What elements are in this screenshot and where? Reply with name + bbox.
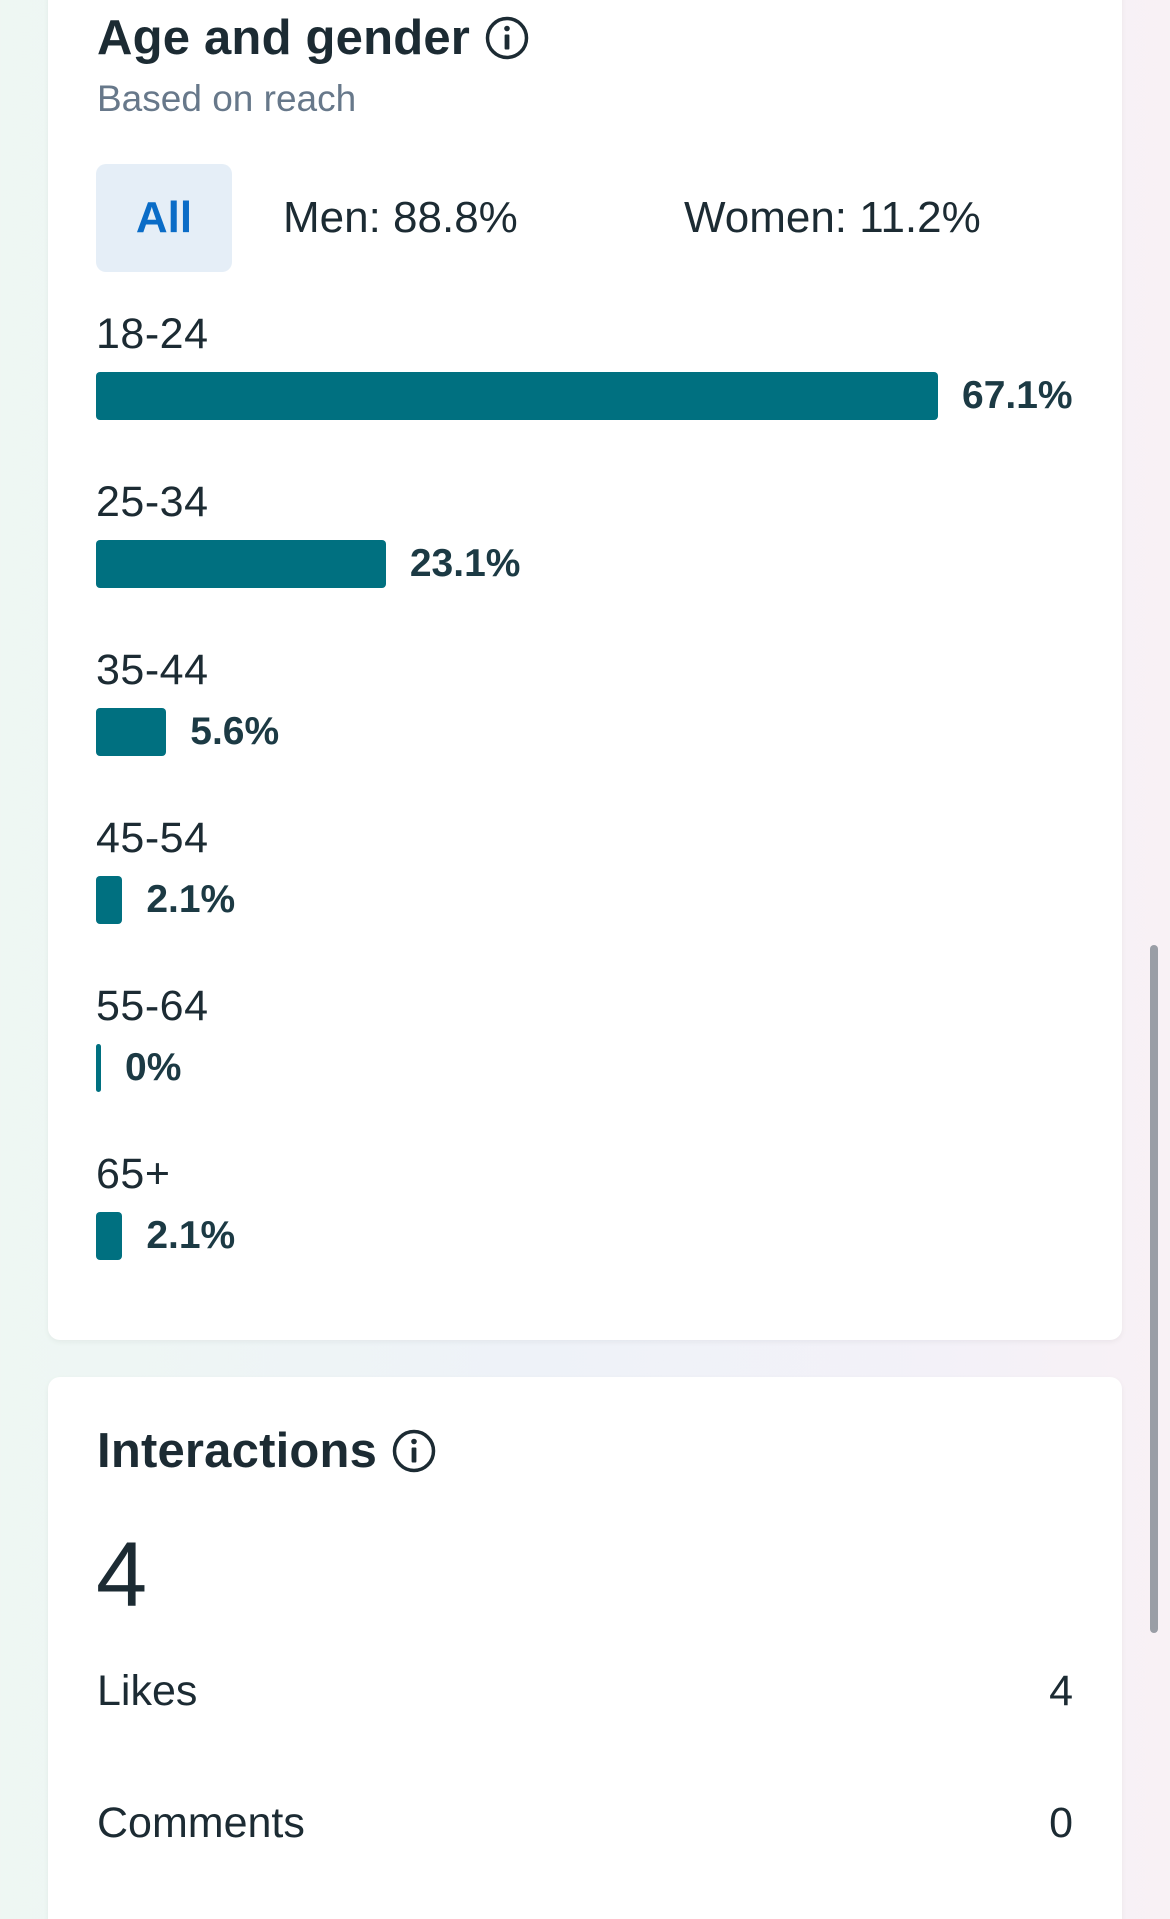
age-gender-subtitle: Based on reach bbox=[97, 78, 357, 119]
interactions-title-row: Interactions bbox=[97, 1423, 437, 1479]
metric-value: 0 bbox=[1049, 1799, 1073, 1847]
age-value-label: 67.1% bbox=[962, 374, 1073, 417]
metric-value: 4 bbox=[1049, 1667, 1073, 1715]
age-value-label: 2.1% bbox=[146, 1214, 236, 1257]
metric-label: Likes bbox=[97, 1667, 198, 1715]
age-category-label: 35-44 bbox=[96, 646, 209, 694]
age-value-label: 0% bbox=[125, 1046, 182, 1089]
age-row: 18-24 67.1% bbox=[96, 310, 1096, 478]
age-gender-card: Age and gender Based on reach All Men: 8… bbox=[48, 0, 1122, 1340]
info-icon[interactable] bbox=[484, 15, 530, 61]
interactions-total: 4 bbox=[96, 1524, 148, 1626]
age-bar bbox=[96, 1044, 101, 1092]
tab-all[interactable]: All bbox=[96, 164, 232, 272]
age-bar bbox=[96, 1212, 123, 1260]
age-row: 65+ 2.1% bbox=[96, 1150, 1096, 1318]
age-bar bbox=[96, 708, 167, 756]
interactions-card: Interactions 4 Likes 4 Comments 0 bbox=[48, 1377, 1122, 1919]
interactions-title: Interactions bbox=[97, 1424, 378, 1478]
age-bar bbox=[96, 372, 938, 420]
age-value-label: 23.1% bbox=[409, 542, 521, 585]
age-row: 55-64 0% bbox=[96, 982, 1096, 1150]
age-bar bbox=[96, 876, 123, 924]
age-gender-title-row: Age and gender bbox=[97, 10, 530, 66]
age-category-label: 55-64 bbox=[96, 982, 209, 1030]
age-category-label: 25-34 bbox=[96, 478, 209, 526]
age-row: 25-34 23.1% bbox=[96, 478, 1096, 646]
age-category-label: 65+ bbox=[96, 1150, 171, 1198]
metric-row-likes: Likes 4 bbox=[97, 1667, 1073, 1727]
metric-label: Comments bbox=[97, 1799, 305, 1847]
age-value-label: 5.6% bbox=[190, 710, 280, 753]
age-category-label: 45-54 bbox=[96, 814, 209, 862]
gender-tabs: All Men: 88.8% Women: 11.2% bbox=[96, 164, 1096, 272]
age-value-label: 2.1% bbox=[146, 878, 236, 921]
tab-women[interactable]: Women: 11.2% bbox=[684, 193, 981, 242]
age-category-label: 18-24 bbox=[96, 310, 209, 358]
age-gender-title: Age and gender bbox=[97, 11, 471, 65]
tab-men[interactable]: Men: 88.8% bbox=[283, 193, 518, 242]
age-row: 35-44 5.6% bbox=[96, 646, 1096, 814]
metric-row-comments: Comments 0 bbox=[97, 1799, 1073, 1859]
info-icon[interactable] bbox=[391, 1428, 437, 1474]
age-bar bbox=[96, 540, 386, 588]
age-row: 45-54 2.1% bbox=[96, 814, 1096, 982]
scrollbar[interactable] bbox=[1150, 945, 1158, 1633]
